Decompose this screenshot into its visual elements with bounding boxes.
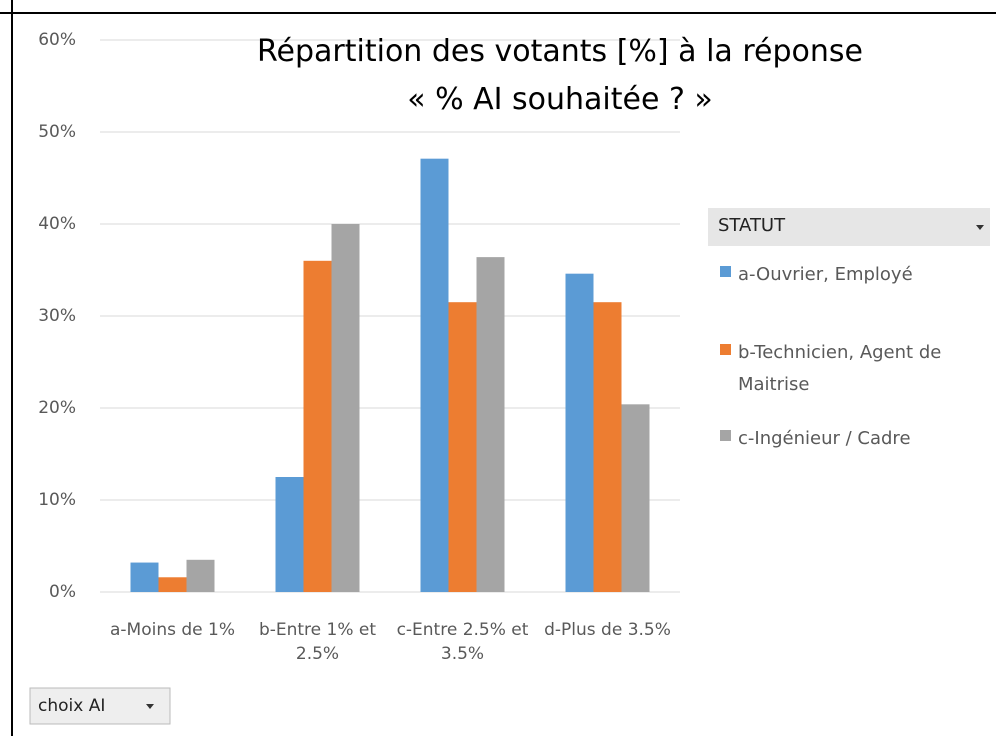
legend-swatch	[720, 344, 731, 355]
y-tick-label: 50%	[38, 122, 76, 142]
x-tick-label: d-Plus de 3.5%	[544, 620, 671, 640]
bar	[448, 302, 477, 592]
y-tick-label: 20%	[38, 398, 76, 418]
legend-label: a-Ouvrier, Employé	[738, 264, 913, 285]
bar	[130, 562, 159, 592]
bar	[331, 224, 360, 592]
legend-dropdown-arrow	[976, 225, 984, 230]
legend-header[interactable]	[708, 208, 990, 246]
bar	[186, 559, 215, 592]
bar	[158, 577, 187, 592]
bar	[275, 477, 304, 592]
y-tick-label: 30%	[38, 306, 76, 326]
y-tick-label: 10%	[38, 490, 76, 510]
x-tick-label: a-Moins de 1%	[109, 620, 235, 640]
bar	[420, 158, 449, 592]
y-tick-label: 40%	[38, 214, 76, 234]
x-tick-label: c-Entre 2.5% et 3.5%	[396, 620, 529, 664]
filter-button-bg[interactable]	[29, 687, 171, 725]
legend-swatch	[720, 266, 731, 277]
legend-title: STATUT	[718, 215, 786, 236]
legend-label: b-Technicien, Agent de Maitrise	[738, 342, 942, 395]
legend-label: c-Ingénieur / Cadre	[738, 428, 911, 449]
x-tick-label: b-Entre 1% et 2.5%	[258, 620, 377, 664]
filter-dropdown-arrow	[146, 704, 154, 709]
bar	[565, 273, 594, 592]
y-tick-label: 60%	[38, 30, 76, 50]
bar	[476, 257, 505, 592]
bar	[303, 260, 332, 592]
y-tick-label: 0%	[49, 582, 76, 602]
legend-swatch	[720, 430, 731, 441]
bar	[593, 302, 622, 592]
chart-title: Répartition des votants [%] à la réponse…	[257, 34, 863, 117]
bar	[621, 404, 650, 592]
filter-button[interactable]: choix AI	[38, 696, 106, 716]
